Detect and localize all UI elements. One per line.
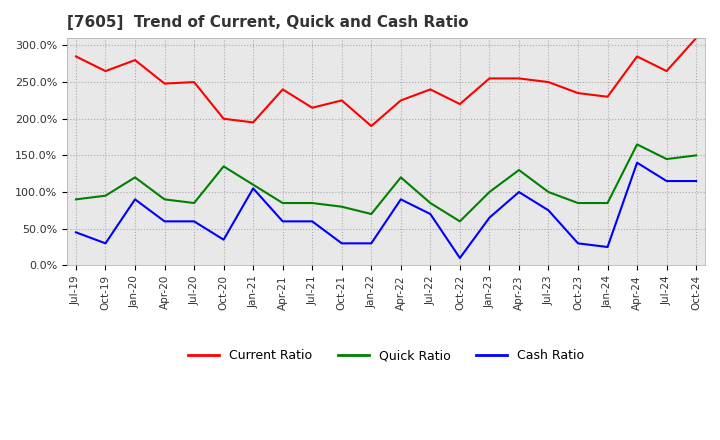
Quick Ratio: [633, 142, 642, 147]
Current Ratio: [220, 116, 228, 121]
Current Ratio: [161, 81, 169, 86]
Current Ratio: [279, 87, 287, 92]
Quick Ratio: [603, 200, 612, 205]
Current Ratio: [485, 76, 494, 81]
Current Ratio: [308, 105, 317, 110]
Quick Ratio: [456, 219, 464, 224]
Current Ratio: [692, 36, 701, 41]
Current Ratio: [456, 102, 464, 107]
Current Ratio: [71, 54, 80, 59]
Cash Ratio: [161, 219, 169, 224]
Legend: Current Ratio, Quick Ratio, Cash Ratio: Current Ratio, Quick Ratio, Cash Ratio: [183, 344, 589, 367]
Current Ratio: [249, 120, 258, 125]
Cash Ratio: [633, 160, 642, 165]
Quick Ratio: [131, 175, 140, 180]
Cash Ratio: [662, 178, 671, 183]
Quick Ratio: [485, 189, 494, 194]
Cash Ratio: [574, 241, 582, 246]
Current Ratio: [102, 69, 110, 74]
Current Ratio: [515, 76, 523, 81]
Current Ratio: [397, 98, 405, 103]
Current Ratio: [338, 98, 346, 103]
Quick Ratio: [71, 197, 80, 202]
Text: [7605]  Trend of Current, Quick and Cash Ratio: [7605] Trend of Current, Quick and Cash …: [67, 15, 469, 30]
Line: Cash Ratio: Cash Ratio: [76, 163, 696, 258]
Cash Ratio: [249, 186, 258, 191]
Cash Ratio: [279, 219, 287, 224]
Quick Ratio: [692, 153, 701, 158]
Current Ratio: [190, 80, 199, 85]
Current Ratio: [426, 87, 435, 92]
Quick Ratio: [220, 164, 228, 169]
Quick Ratio: [544, 189, 553, 194]
Cash Ratio: [190, 219, 199, 224]
Quick Ratio: [279, 200, 287, 205]
Cash Ratio: [71, 230, 80, 235]
Quick Ratio: [515, 167, 523, 172]
Line: Quick Ratio: Quick Ratio: [76, 144, 696, 221]
Cash Ratio: [692, 178, 701, 183]
Current Ratio: [131, 58, 140, 63]
Quick Ratio: [161, 197, 169, 202]
Cash Ratio: [426, 211, 435, 216]
Quick Ratio: [102, 193, 110, 198]
Quick Ratio: [574, 200, 582, 205]
Current Ratio: [633, 54, 642, 59]
Cash Ratio: [131, 197, 140, 202]
Cash Ratio: [102, 241, 110, 246]
Quick Ratio: [397, 175, 405, 180]
Cash Ratio: [220, 237, 228, 242]
Cash Ratio: [308, 219, 317, 224]
Quick Ratio: [662, 156, 671, 161]
Cash Ratio: [456, 255, 464, 260]
Cash Ratio: [515, 189, 523, 194]
Line: Current Ratio: Current Ratio: [76, 38, 696, 126]
Current Ratio: [544, 80, 553, 85]
Cash Ratio: [367, 241, 376, 246]
Cash Ratio: [485, 215, 494, 220]
Current Ratio: [662, 69, 671, 74]
Quick Ratio: [190, 200, 199, 205]
Cash Ratio: [603, 244, 612, 249]
Quick Ratio: [426, 200, 435, 205]
Current Ratio: [367, 124, 376, 129]
Cash Ratio: [544, 208, 553, 213]
Cash Ratio: [397, 197, 405, 202]
Current Ratio: [574, 91, 582, 96]
Quick Ratio: [308, 200, 317, 205]
Quick Ratio: [249, 182, 258, 187]
Quick Ratio: [367, 211, 376, 216]
Quick Ratio: [338, 204, 346, 209]
Cash Ratio: [338, 241, 346, 246]
Current Ratio: [603, 94, 612, 99]
